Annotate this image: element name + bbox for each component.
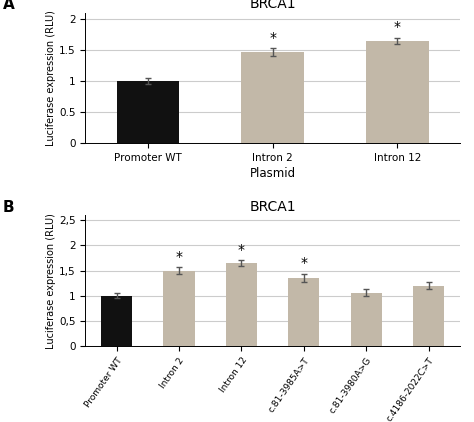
Bar [117, 81, 179, 143]
Bar [413, 286, 444, 346]
Text: *: * [175, 250, 182, 264]
Title: BRCA1: BRCA1 [249, 200, 296, 214]
Y-axis label: Luciferase expression (RLU): Luciferase expression (RLU) [46, 10, 56, 146]
Bar [288, 278, 319, 346]
Bar [101, 296, 132, 346]
Bar [241, 52, 304, 143]
Bar [226, 263, 257, 346]
Bar [164, 271, 194, 346]
Bar [366, 41, 428, 143]
Text: *: * [300, 256, 307, 271]
Text: *: * [238, 243, 245, 257]
Text: B: B [3, 200, 15, 215]
Y-axis label: Luciferase expression (RLU): Luciferase expression (RLU) [46, 213, 56, 349]
Bar [351, 293, 382, 346]
X-axis label: Plasmid: Plasmid [249, 167, 296, 180]
Text: A: A [3, 0, 15, 12]
Title: BRCA1: BRCA1 [249, 0, 296, 11]
Text: *: * [269, 31, 276, 45]
Text: *: * [394, 20, 401, 34]
